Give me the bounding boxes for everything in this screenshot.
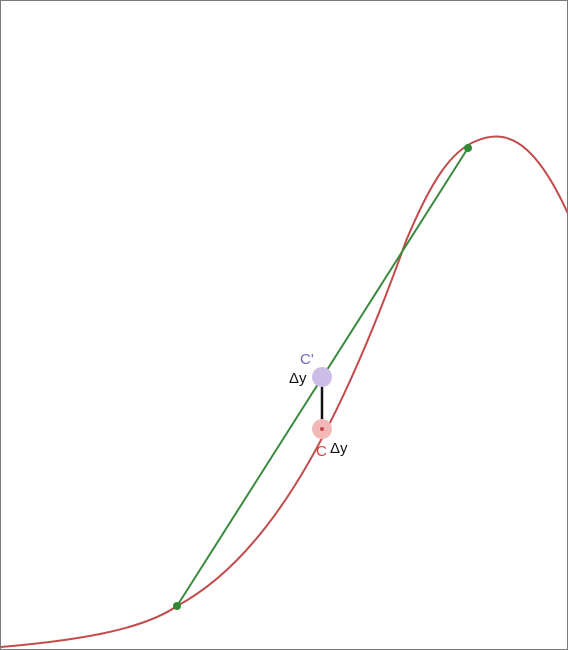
label-delta-y-upper: Δy [289, 370, 307, 387]
point-c-dot [320, 427, 324, 431]
curve-line [1, 135, 567, 648]
secant-endpoint-left [173, 602, 181, 610]
label-delta-y-lower: Δy [330, 440, 348, 457]
point-c-prime-dot [320, 375, 324, 379]
label-c: C [316, 443, 327, 460]
secant-endpoint-right [464, 144, 472, 152]
label-c-prime: C' [300, 351, 314, 368]
